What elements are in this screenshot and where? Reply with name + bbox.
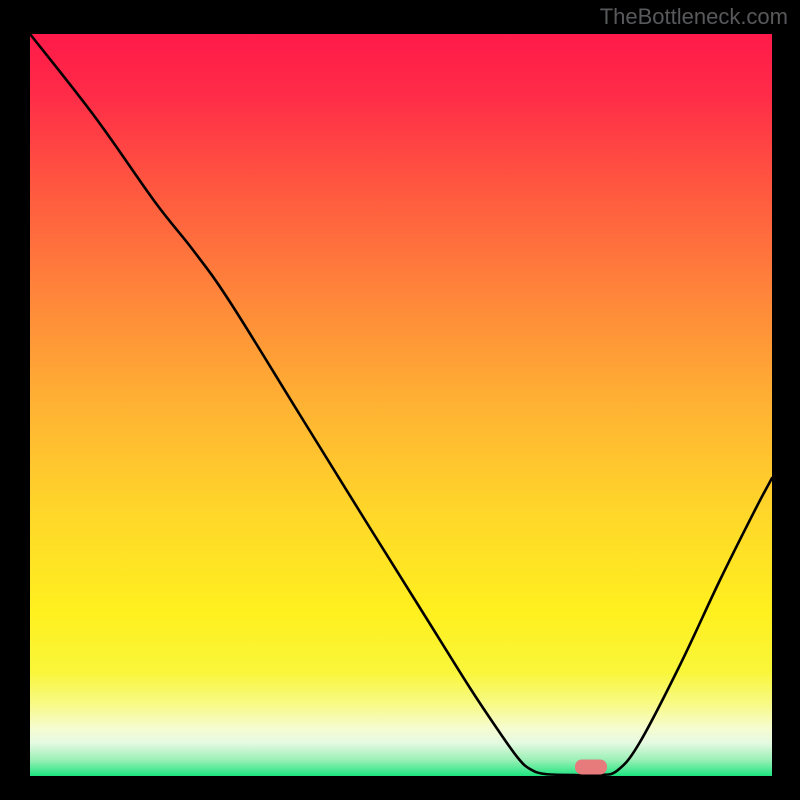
chart-svg (0, 0, 800, 800)
watermark-text: TheBottleneck.com (600, 4, 788, 30)
optimal-marker (575, 760, 607, 775)
frame-right (772, 0, 800, 800)
plot-area (0, 0, 800, 800)
frame-bottom (0, 776, 800, 800)
chart-root: TheBottleneck.com (0, 0, 800, 800)
frame-left (0, 0, 30, 800)
gradient-background (30, 34, 772, 776)
